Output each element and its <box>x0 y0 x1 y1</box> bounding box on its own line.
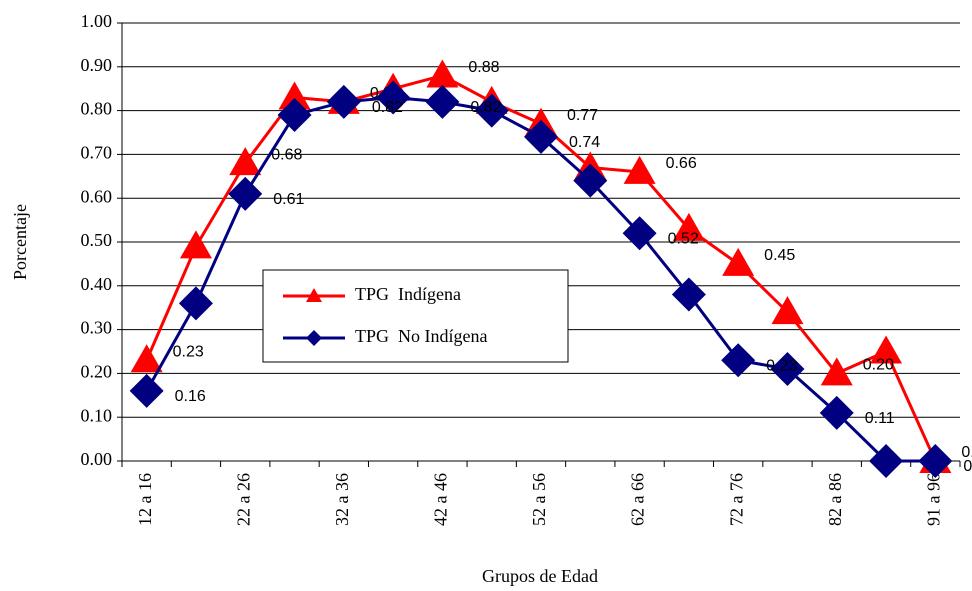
marker <box>425 84 460 119</box>
marker <box>622 216 657 251</box>
marker <box>573 163 608 198</box>
marker <box>376 80 411 115</box>
marker <box>129 373 164 408</box>
marker <box>326 84 361 119</box>
data-label: 0.23 <box>173 343 204 360</box>
x-tick-label: 42 a 46 <box>431 473 451 526</box>
marker <box>179 230 212 259</box>
y-tick-label: 0.40 <box>81 274 113 294</box>
marker <box>178 286 213 321</box>
marker <box>229 147 262 176</box>
x-tick-label: 91 a 96 <box>923 473 943 526</box>
y-tick-label: 0.20 <box>81 362 113 382</box>
data-label: 0.74 <box>569 134 600 151</box>
marker <box>426 59 459 88</box>
y-tick-label: 0.30 <box>81 318 113 338</box>
data-label: 0.00 <box>961 444 972 461</box>
data-label: 0.68 <box>271 146 302 163</box>
x-tick-label: 22 a 26 <box>233 473 253 526</box>
y-tick-label: 0.00 <box>81 449 113 469</box>
y-tick-label: 0.80 <box>81 99 113 119</box>
marker <box>770 352 805 387</box>
x-tick-label: 62 a 66 <box>628 473 648 526</box>
marker <box>722 247 755 276</box>
marker <box>771 296 804 325</box>
data-label: 0.88 <box>468 59 499 76</box>
marker <box>474 93 509 128</box>
legend-marker <box>306 330 322 346</box>
data-label: 0.45 <box>764 247 795 264</box>
marker <box>524 119 558 154</box>
marker <box>671 277 706 312</box>
data-label: 0.66 <box>666 155 697 172</box>
marker <box>672 212 705 241</box>
legend-marker <box>306 288 322 302</box>
data-label: 0.23 <box>766 357 797 374</box>
marker <box>278 81 311 110</box>
y-tick-label: 0.60 <box>81 186 113 206</box>
marker <box>870 335 903 364</box>
data-label: 0.11 <box>865 410 895 427</box>
marker <box>819 395 854 430</box>
x-tick-label: 12 a 16 <box>135 473 155 526</box>
legend-label: TPG No Indígena <box>355 326 487 346</box>
data-label: 0.61 <box>273 191 304 208</box>
data-label: 0.20 <box>863 357 894 374</box>
marker <box>623 155 656 184</box>
marker <box>918 444 953 478</box>
data-label: 0.16 <box>175 388 206 405</box>
data-label: 0.52 <box>668 230 699 247</box>
x-tick-label: 72 a 76 <box>726 473 746 526</box>
marker <box>228 176 263 211</box>
x-tick-label: 52 a 56 <box>529 473 549 526</box>
x-tick-label: 82 a 86 <box>825 473 845 526</box>
y-tick-label: 0.50 <box>81 230 113 250</box>
legend-label: TPG Indígena <box>355 284 461 304</box>
y-tick-label: 0.70 <box>81 143 113 163</box>
marker <box>820 357 853 386</box>
marker <box>721 343 756 378</box>
y-tick-label: 0.10 <box>81 405 113 425</box>
y-tick-label: 0.90 <box>81 55 113 75</box>
legend-box <box>262 269 569 363</box>
x-axis-label: Grupos de Edad <box>482 566 598 586</box>
data-label: 0.00 <box>963 458 972 475</box>
y-axis-label: Porcentaje <box>10 204 30 280</box>
x-tick-label: 32 a 36 <box>332 473 352 526</box>
y-tick-label: 1.00 <box>81 11 113 31</box>
series: 0.16 0.61 0.82 0.82 0.74 0.52 0.23 0.11 0.00 <box>129 80 972 478</box>
data-label: 0.82 <box>470 99 501 116</box>
data-label: 0.82 <box>372 99 403 116</box>
marker <box>869 444 904 478</box>
data-label: 0.77 <box>567 107 598 124</box>
marker <box>130 344 163 373</box>
legend: TPG Indígena TPG No Indígena <box>262 269 569 363</box>
marker <box>277 97 312 132</box>
